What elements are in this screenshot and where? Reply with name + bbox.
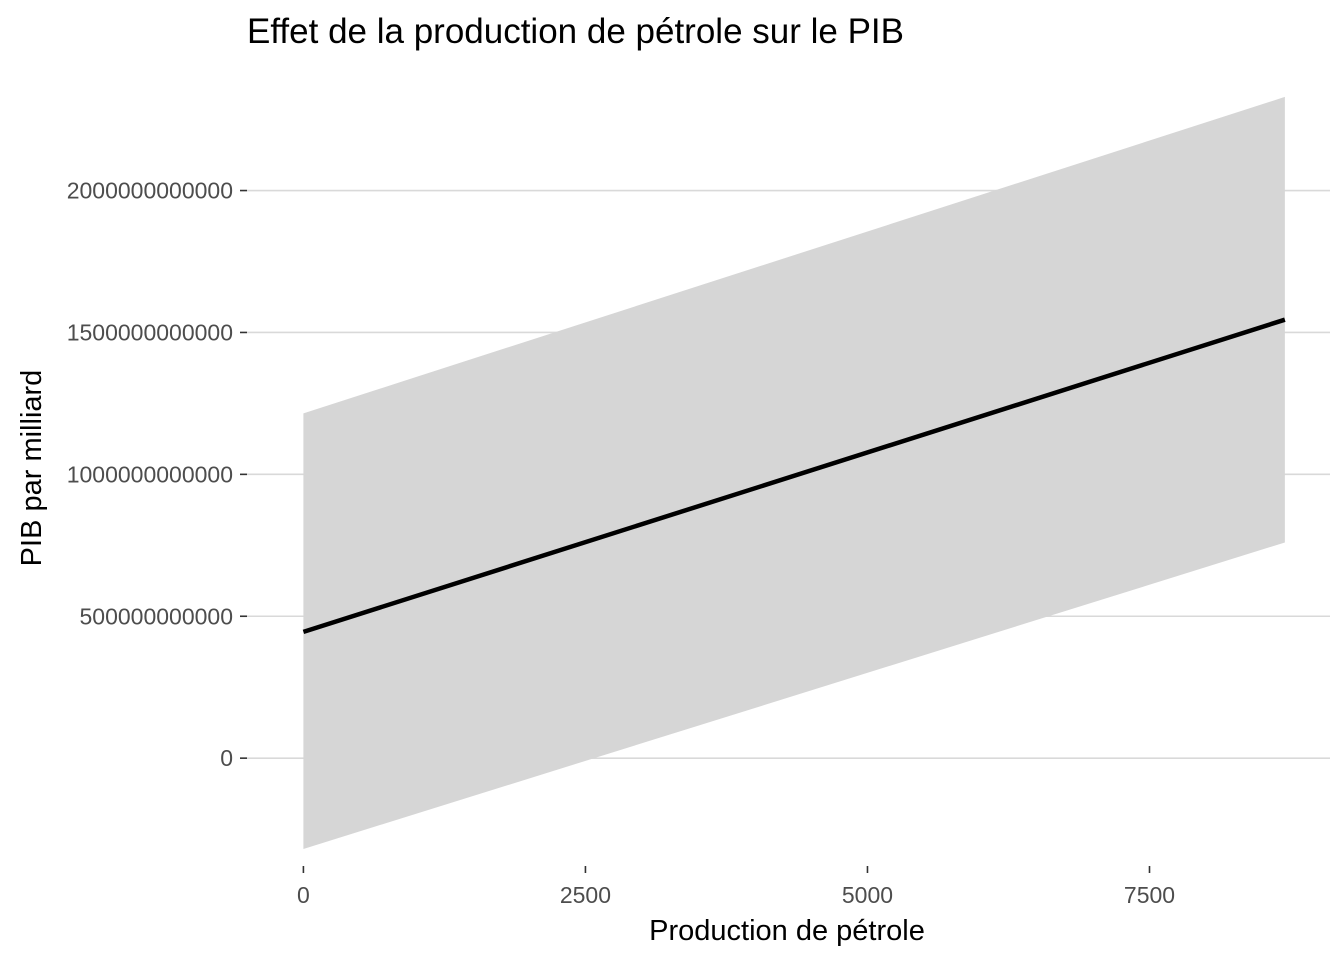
y-axis-ticks: 0 500000000000 1000000000000 1500000000000 2… [67, 178, 247, 771]
y-axis-title: PIB par milliard [16, 370, 48, 567]
x-axis-ticks: 0 2500 5000 7500 [297, 866, 1175, 908]
x-tick-label: 2500 [560, 882, 611, 908]
y-tick-label: 500000000000 [80, 603, 234, 629]
y-tick-label: 1500000000000 [67, 319, 233, 345]
fit-line-group [302, 317, 1286, 635]
confidence-band [303, 96, 1285, 849]
x-tick-label: 0 [297, 882, 310, 908]
confidence-band-group [303, 96, 1285, 849]
fit-line [302, 317, 1286, 635]
chart-title: Effet de la production de pétrole sur le… [247, 12, 904, 51]
y-tick-label: 1000000000000 [67, 461, 233, 487]
x-tick-label: 7500 [1124, 882, 1175, 908]
y-tick-label: 0 [220, 745, 233, 771]
x-tick-label: 5000 [842, 882, 893, 908]
x-axis-title: Production de pétrole [649, 915, 925, 947]
y-tick-label: 2000000000000 [67, 178, 233, 204]
